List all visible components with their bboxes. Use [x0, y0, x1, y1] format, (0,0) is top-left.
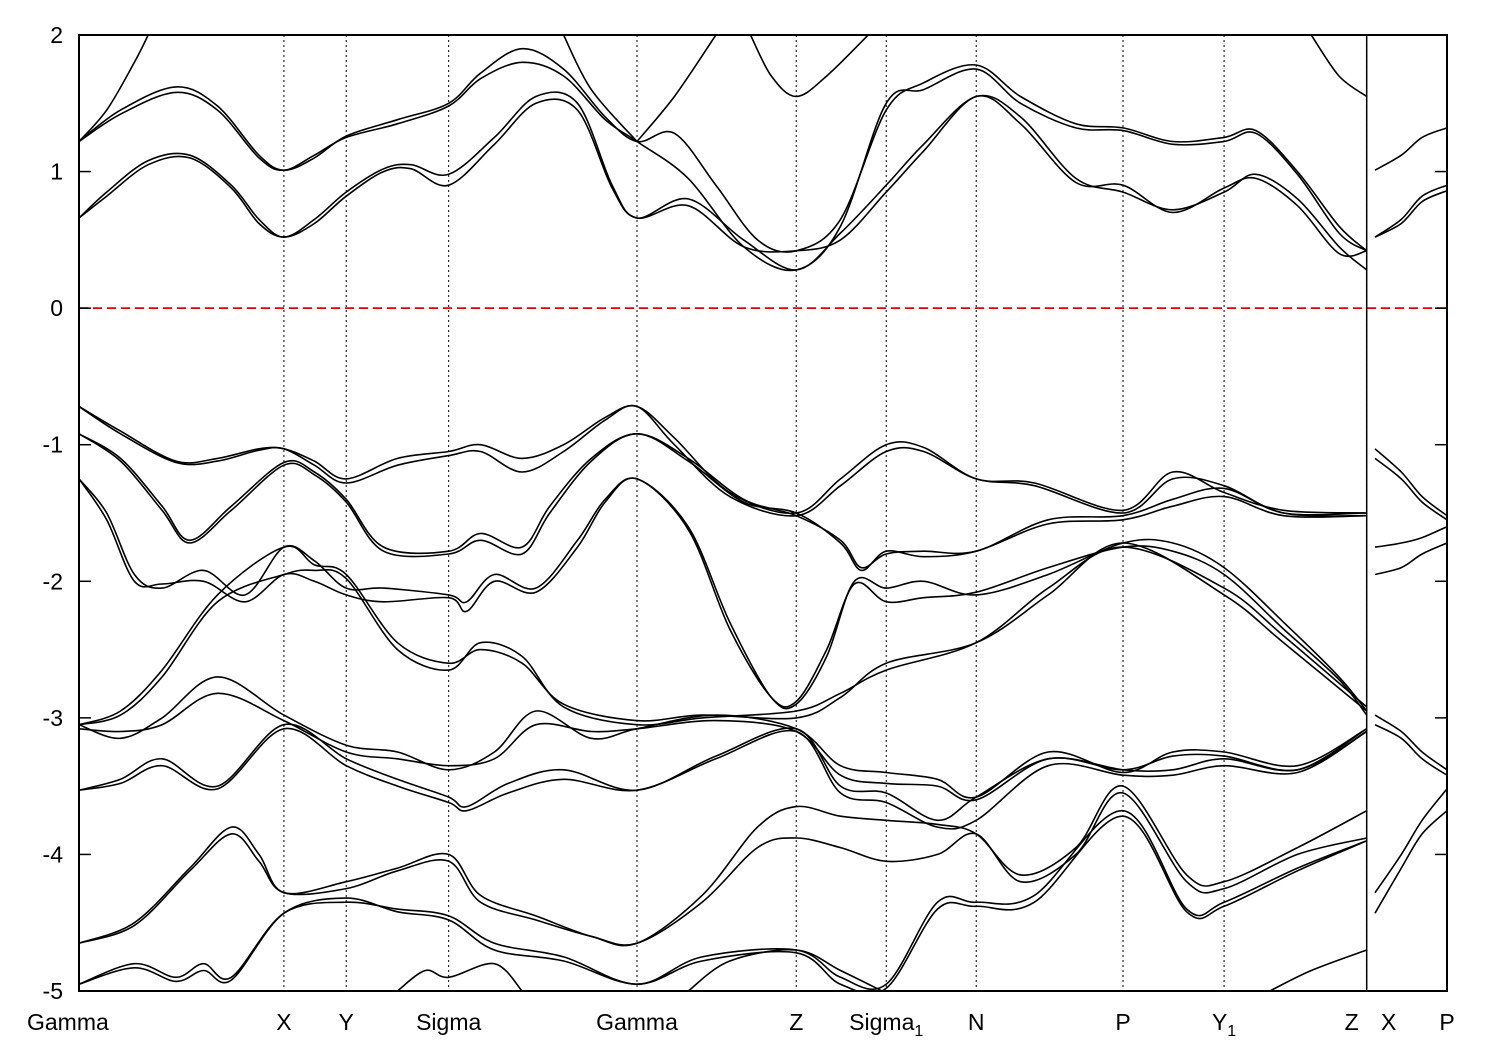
y-tick-label: 0 — [50, 295, 63, 321]
band-line — [79, 676, 1368, 799]
band-line — [687, 948, 883, 991]
x-tick-label: P — [1439, 1009, 1454, 1035]
band-line — [79, 723, 1368, 822]
band-line — [79, 809, 1367, 990]
y-tick-label: -3 — [43, 705, 63, 731]
x-tick-label: X — [276, 1009, 291, 1035]
y-tick-label: 2 — [50, 22, 63, 48]
band-line — [79, 785, 1368, 947]
band-line — [1374, 542, 1447, 576]
band-line — [1310, 35, 1368, 98]
band-line — [1374, 189, 1447, 238]
band-line — [1374, 788, 1447, 894]
x-tick-subscript: 1 — [914, 1023, 923, 1040]
x-tick-label: P — [1115, 1009, 1130, 1035]
band-line — [79, 477, 1368, 712]
band-line — [79, 692, 1368, 802]
band-line — [1374, 184, 1447, 238]
x-tick-subscript: 1 — [1227, 1023, 1236, 1040]
y-tick-label: -1 — [43, 432, 63, 458]
kpoint-gridlines — [283, 35, 1368, 991]
band-line — [1374, 525, 1447, 548]
x-tick-label: X — [1381, 1009, 1396, 1035]
plot-frame — [78, 34, 1448, 992]
band-line — [79, 404, 1367, 517]
band-line — [1374, 448, 1447, 517]
y-tick-label: -4 — [43, 841, 64, 867]
x-tick-label: Gamma — [596, 1009, 678, 1035]
band-line — [79, 433, 1367, 569]
band-line — [397, 962, 523, 991]
band-line — [79, 94, 1367, 258]
y-tick-label: 1 — [50, 159, 63, 185]
band-line — [79, 815, 1368, 991]
band-line — [1374, 127, 1447, 171]
band-line — [1374, 723, 1447, 776]
band-line — [562, 35, 638, 143]
band-line — [79, 792, 1367, 946]
band-line — [749, 35, 869, 98]
y-axis: -5 -4 -3 -2 -1 0 1 2 — [43, 22, 1447, 1004]
x-tick-label: Sigma1 — [849, 1009, 923, 1040]
band-line — [79, 61, 1368, 272]
band-line — [79, 433, 1367, 572]
band-line — [79, 477, 1368, 716]
x-tick-label: Gamma — [27, 1009, 109, 1035]
band-line — [79, 546, 1368, 726]
x-tick-label: Sigma — [416, 1009, 481, 1035]
band-line — [1269, 949, 1367, 991]
band-line — [79, 91, 1368, 271]
band-line — [1374, 810, 1447, 914]
x-tick-label: Z — [789, 1009, 803, 1035]
x-tick-label: N — [968, 1009, 985, 1035]
band-line — [79, 542, 1368, 726]
y-tick-label: -5 — [43, 978, 63, 1004]
x-tick-label: Y1 — [1212, 1009, 1236, 1040]
band-line — [1374, 457, 1447, 521]
band-line — [79, 404, 1367, 515]
y-tick-label: -2 — [43, 568, 63, 594]
band-line — [79, 727, 1368, 830]
band-lines — [79, 35, 1447, 991]
x-tick-label: Y — [339, 1009, 354, 1035]
band-line — [1374, 714, 1447, 771]
band-line — [79, 35, 149, 143]
x-tick-label: Z — [1345, 1009, 1359, 1035]
band-line — [636, 35, 717, 143]
x-axis: Gamma X Y Sigma Gamma Z Sigma1 N P Y1 Z X P — [27, 1009, 1455, 1040]
